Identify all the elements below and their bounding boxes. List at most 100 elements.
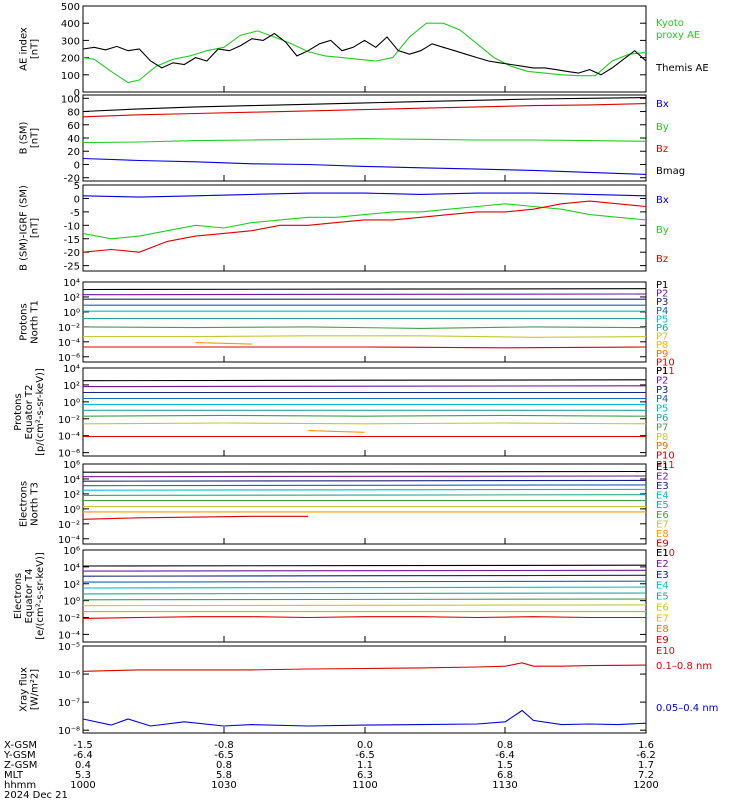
y-tick-label: 10⁴ — [63, 364, 80, 375]
legend-entry: E9 — [656, 635, 669, 646]
y-tick-label: 10⁶ — [63, 546, 80, 557]
series-line-p9 — [195, 342, 252, 345]
y-tick-label: 80 — [67, 108, 80, 119]
legend-entry: By — [656, 225, 669, 236]
x-tick-label: -6.5 — [355, 750, 375, 761]
x-axis-row-label: X-GSM — [4, 740, 37, 751]
y-tick-label: 10⁻² — [58, 323, 80, 334]
x-tick-label: -6.4 — [495, 750, 515, 761]
legend-entry: Bx — [656, 195, 669, 206]
legend-entry: P7 — [656, 332, 668, 343]
x-tick-label: 1130 — [492, 780, 517, 791]
series-line-p2 — [82, 385, 647, 388]
series-line-p7 — [82, 414, 647, 417]
legend-entry: P2 — [656, 289, 668, 300]
series-line-e1 — [82, 564, 647, 567]
series-line-e6 — [82, 494, 647, 496]
legend-entry: E4 — [656, 491, 669, 502]
y-axis-label-line: AE index — [19, 27, 30, 71]
y-tick-label: 10⁻⁸ — [58, 726, 80, 737]
y-tick-label: 10⁴ — [63, 475, 80, 486]
y-axis-label: B (SM) [nT] — [19, 121, 41, 154]
series-line-p1 — [82, 288, 647, 291]
panel-6: 10⁻⁴ 10⁻² 10⁰ 10² 10⁴ 10⁶ Electrons Equator T4[… — [13, 546, 675, 657]
legend-entry: E6 — [656, 510, 669, 521]
legend-entry: P8 — [656, 432, 668, 443]
x-tick-label: 0.8 — [497, 740, 513, 751]
series-line-kyoto-proxy-ae — [82, 22, 647, 84]
legend-entry: E4 — [656, 581, 669, 592]
panel-frame — [82, 367, 647, 457]
y-tick-label: 10⁻⁶ — [58, 670, 80, 681]
legend-entry: Bmag — [656, 166, 685, 177]
series-line-bz — [82, 200, 647, 253]
legend-entry: E8 — [656, 529, 669, 540]
legend-entry: E2 — [656, 559, 669, 570]
y-tick-label: 100 — [61, 71, 80, 82]
legend-entry: P10 — [656, 357, 675, 368]
y-tick-label: 0 — [74, 88, 80, 99]
y-tick-label: 5 — [74, 181, 80, 192]
x-tick-label: 5.8 — [216, 770, 232, 781]
series-line-p8 — [82, 422, 647, 425]
series-line-p8 — [83, 335, 647, 338]
x-tick-label: 1.7 — [638, 760, 654, 771]
series-line-e1 — [82, 470, 647, 473]
x-tick-label: -6.5 — [214, 750, 234, 761]
y-axis-label-line: [e/(cm²-s-sr-keV)] — [35, 552, 46, 640]
legend-entry: P2 — [656, 375, 668, 386]
y-tick-label: 0 — [74, 160, 80, 171]
y-tick-label: 10⁻⁶ — [58, 353, 80, 364]
y-tick-label: 10⁻⁴ — [58, 432, 80, 443]
x-axis-row-label: MLT — [4, 770, 24, 781]
y-axis-label-line: Xray flux — [19, 667, 30, 712]
series-line-bx — [82, 157, 647, 175]
y-axis-label: Electrons Equator T4 [e/(cm²-s-sr-keV)] — [13, 552, 46, 640]
series-line-e5 — [82, 586, 647, 589]
legend-entry: P4 — [656, 306, 668, 317]
series-line-0-05-0-4-nm — [82, 709, 647, 727]
series-line-p7 — [82, 326, 647, 329]
y-tick-label: 10⁰ — [63, 505, 80, 516]
series-line-p10 — [83, 346, 647, 349]
panel-7: 10⁻⁸ 10⁻⁷ 10⁻⁶ 10⁻⁵ Xray flux [W/m²2] 0.1–0.8 … — [19, 642, 719, 737]
panel-frame — [82, 184, 647, 272]
legend-entry: Kyoto — [656, 18, 684, 29]
legend-entry: proxy AE — [656, 30, 700, 41]
y-axis-label-line: [p/(cm²-s-sr-keV)] — [35, 368, 46, 456]
legend-entry: P7 — [656, 422, 668, 433]
x-tick-label: 5.3 — [75, 770, 91, 781]
x-tick-label: 1030 — [211, 780, 236, 791]
legend-entry: By — [656, 122, 669, 133]
y-tick-label: 10⁻⁴ — [58, 338, 80, 349]
y-axis-label-line: [nT] — [30, 218, 41, 238]
legend-entry: E3 — [656, 481, 669, 492]
legend-entry: P5 — [656, 404, 668, 415]
y-tick-label: -25 — [64, 262, 80, 273]
y-tick-label: 40 — [67, 134, 80, 145]
series-line-e2 — [82, 569, 647, 572]
y-tick-label: -20 — [64, 248, 80, 259]
x-axis-row-label: hhmm — [4, 780, 36, 791]
series-line-themis-ae — [82, 32, 647, 76]
y-axis-label-line: Equator T2 — [24, 385, 35, 440]
x-tick-label: 1.1 — [357, 760, 373, 771]
y-axis-label: Protons North T1 — [19, 300, 41, 344]
series-line-e10 — [82, 515, 309, 520]
series-line-bmag — [82, 97, 647, 113]
legend-entry: E1 — [656, 548, 669, 559]
y-axis-label-line: Protons — [19, 303, 30, 340]
y-tick-label: -20 — [64, 174, 80, 185]
legend-entry: P10 — [656, 451, 675, 462]
x-axis-row-label: Z-GSM — [4, 760, 37, 771]
x-tick-label: 1100 — [352, 780, 377, 791]
y-tick-label: 10⁻⁵ — [58, 642, 80, 653]
legend-entry: E6 — [656, 602, 669, 613]
legend-entry: E2 — [656, 472, 669, 483]
y-axis-label: B (SM)-IGRF (SM) [nT] — [19, 185, 41, 271]
y-tick-label: 10⁻² — [58, 614, 80, 625]
series-line-e2 — [82, 475, 647, 478]
